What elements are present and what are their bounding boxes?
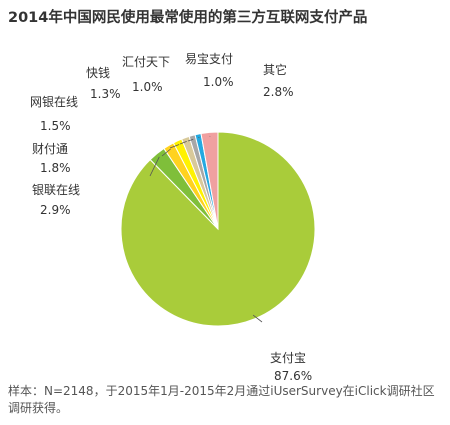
- slice-name-label: 网银在线: [30, 95, 78, 109]
- slice-value-label: 2.9%: [40, 203, 71, 217]
- slice-value-label: 2.8%: [263, 85, 294, 99]
- slice-value-label: 87.6%: [274, 369, 312, 383]
- slice-value-label: 1.0%: [132, 80, 163, 94]
- slice-value-label: 1.5%: [40, 119, 71, 133]
- slice-name-label: 易宝支付: [185, 52, 233, 66]
- leader-line: [161, 148, 171, 157]
- leader-line: [169, 144, 180, 149]
- pie-slice: [200, 131, 219, 230]
- slice-name-label: 银联在线: [32, 183, 80, 197]
- sample-footnote: 样本：N=2148，于2015年1月-2015年2月通过iUserSurvey在…: [8, 384, 435, 415]
- leader-line: [149, 156, 160, 177]
- slice-name-label: 财付通: [32, 142, 68, 156]
- slice-name-label: 快钱: [86, 65, 110, 80]
- leader-line: [187, 139, 194, 142]
- slice-value-label: 1.0%: [203, 75, 234, 89]
- leader-line: [252, 314, 263, 323]
- slice-value-label: 1.3%: [90, 87, 121, 101]
- slice-name-label: 支付宝: [270, 351, 306, 365]
- chart-title: 2014年中国网民使用最常使用的第三方互联网支付产品: [8, 10, 368, 26]
- slice-name-label: 汇付天下: [122, 55, 170, 69]
- slice-name-label: 其它: [263, 62, 287, 77]
- leader-line: [179, 141, 187, 145]
- slice-value-label: 1.8%: [40, 161, 71, 175]
